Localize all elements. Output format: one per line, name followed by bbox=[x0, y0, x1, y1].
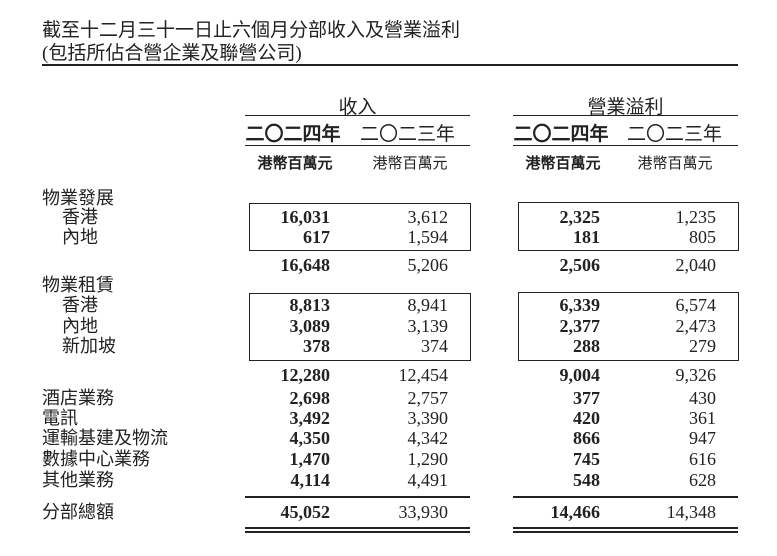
total-rule bbox=[245, 496, 470, 498]
cell: 617 bbox=[303, 227, 330, 247]
cell: 9,326 bbox=[675, 365, 717, 385]
cell: 4,350 bbox=[289, 428, 331, 448]
year-2024: 二〇二四年 bbox=[513, 124, 609, 145]
cell: 3,612 bbox=[407, 207, 449, 227]
cell: 33,930 bbox=[398, 502, 449, 522]
cell: 3,089 bbox=[289, 316, 331, 336]
subgroup-box bbox=[518, 202, 739, 251]
double-rule bbox=[513, 531, 738, 533]
title-line-2: (包括所佔合營企業及聯營公司) bbox=[42, 43, 302, 64]
cell: 16,031 bbox=[280, 207, 331, 227]
cell: 5,206 bbox=[407, 255, 449, 275]
cell: 1,594 bbox=[407, 227, 449, 247]
cell: 45,052 bbox=[280, 502, 331, 522]
cell: 12,280 bbox=[280, 365, 331, 385]
title-line-1: 截至十二月三十一日止六個月分部收入及營業溢利 bbox=[42, 20, 461, 41]
cell: 628 bbox=[689, 470, 716, 490]
header-revenue: 收入 bbox=[338, 97, 377, 118]
cell: 374 bbox=[421, 336, 448, 356]
row-label: 電訊 bbox=[42, 408, 78, 428]
cell: 14,348 bbox=[666, 502, 717, 522]
cell: 2,473 bbox=[675, 316, 717, 336]
cell: 4,491 bbox=[407, 470, 449, 490]
cell: 548 bbox=[573, 470, 600, 490]
cell: 3,492 bbox=[289, 408, 331, 428]
header-rule bbox=[245, 115, 470, 116]
unit-label: 港幣百萬元 bbox=[257, 156, 333, 172]
header-operating-profit: 營業溢利 bbox=[587, 97, 664, 118]
section-label: 物業租賃 bbox=[42, 275, 114, 295]
cell: 6,339 bbox=[559, 295, 601, 315]
cell: 2,377 bbox=[559, 316, 601, 336]
row-label: 內地 bbox=[62, 227, 98, 247]
cell: 377 bbox=[573, 388, 600, 408]
cell: 8,813 bbox=[289, 295, 331, 315]
cell: 947 bbox=[689, 428, 716, 448]
unit-label: 港幣百萬元 bbox=[637, 156, 713, 172]
subgroup-box bbox=[249, 203, 471, 251]
cell: 2,506 bbox=[559, 255, 601, 275]
subgroup-box bbox=[249, 293, 471, 361]
cell: 12,454 bbox=[398, 365, 449, 385]
row-label: 內地 bbox=[62, 316, 98, 336]
cell: 866 bbox=[573, 428, 600, 448]
row-label: 其他業務 bbox=[42, 470, 114, 490]
row-label: 運輸基建及物流 bbox=[42, 428, 168, 448]
cell: 430 bbox=[689, 388, 716, 408]
cell: 378 bbox=[303, 336, 330, 356]
row-label: 香港 bbox=[62, 207, 98, 227]
cell: 745 bbox=[573, 449, 600, 469]
cell: 9,004 bbox=[559, 365, 601, 385]
year-2024: 二〇二四年 bbox=[245, 124, 341, 145]
cell: 616 bbox=[689, 449, 716, 469]
double-rule bbox=[245, 527, 470, 529]
cell: 1,470 bbox=[289, 449, 331, 469]
unit-label: 港幣百萬元 bbox=[372, 156, 448, 172]
cell: 288 bbox=[573, 336, 600, 356]
row-label: 酒店業務 bbox=[42, 388, 114, 408]
row-label: 數據中心業務 bbox=[42, 449, 150, 469]
cell: 2,757 bbox=[407, 388, 449, 408]
cell: 14,466 bbox=[550, 502, 601, 522]
total-rule bbox=[513, 496, 738, 498]
row-label: 新加坡 bbox=[62, 336, 116, 356]
double-rule bbox=[513, 527, 738, 529]
year-rule bbox=[513, 145, 738, 146]
cell: 16,648 bbox=[280, 255, 331, 275]
title-rule bbox=[42, 64, 738, 66]
double-rule bbox=[245, 531, 470, 533]
section-label: 物業發展 bbox=[42, 188, 114, 208]
cell: 279 bbox=[689, 336, 716, 356]
cell: 1,290 bbox=[407, 449, 449, 469]
row-label: 分部總額 bbox=[42, 502, 114, 522]
cell: 2,040 bbox=[675, 255, 717, 275]
cell: 6,574 bbox=[675, 295, 717, 315]
cell: 4,342 bbox=[407, 428, 449, 448]
cell: 2,698 bbox=[289, 388, 331, 408]
cell: 4,114 bbox=[290, 470, 330, 490]
cell: 805 bbox=[689, 227, 716, 247]
unit-label: 港幣百萬元 bbox=[525, 156, 601, 172]
cell: 420 bbox=[573, 408, 600, 428]
row-label: 香港 bbox=[62, 295, 98, 315]
year-2023: 二〇二三年 bbox=[359, 124, 455, 145]
cell: 2,325 bbox=[559, 207, 601, 227]
cell: 3,139 bbox=[407, 316, 449, 336]
cell: 361 bbox=[689, 408, 716, 428]
cell: 1,235 bbox=[675, 207, 717, 227]
cell: 3,390 bbox=[407, 408, 449, 428]
cell: 8,941 bbox=[407, 295, 449, 315]
header-rule bbox=[513, 115, 738, 116]
subgroup-box bbox=[518, 292, 739, 361]
year-rule bbox=[245, 145, 470, 146]
cell: 181 bbox=[573, 227, 600, 247]
year-2023: 二〇二三年 bbox=[626, 124, 722, 145]
